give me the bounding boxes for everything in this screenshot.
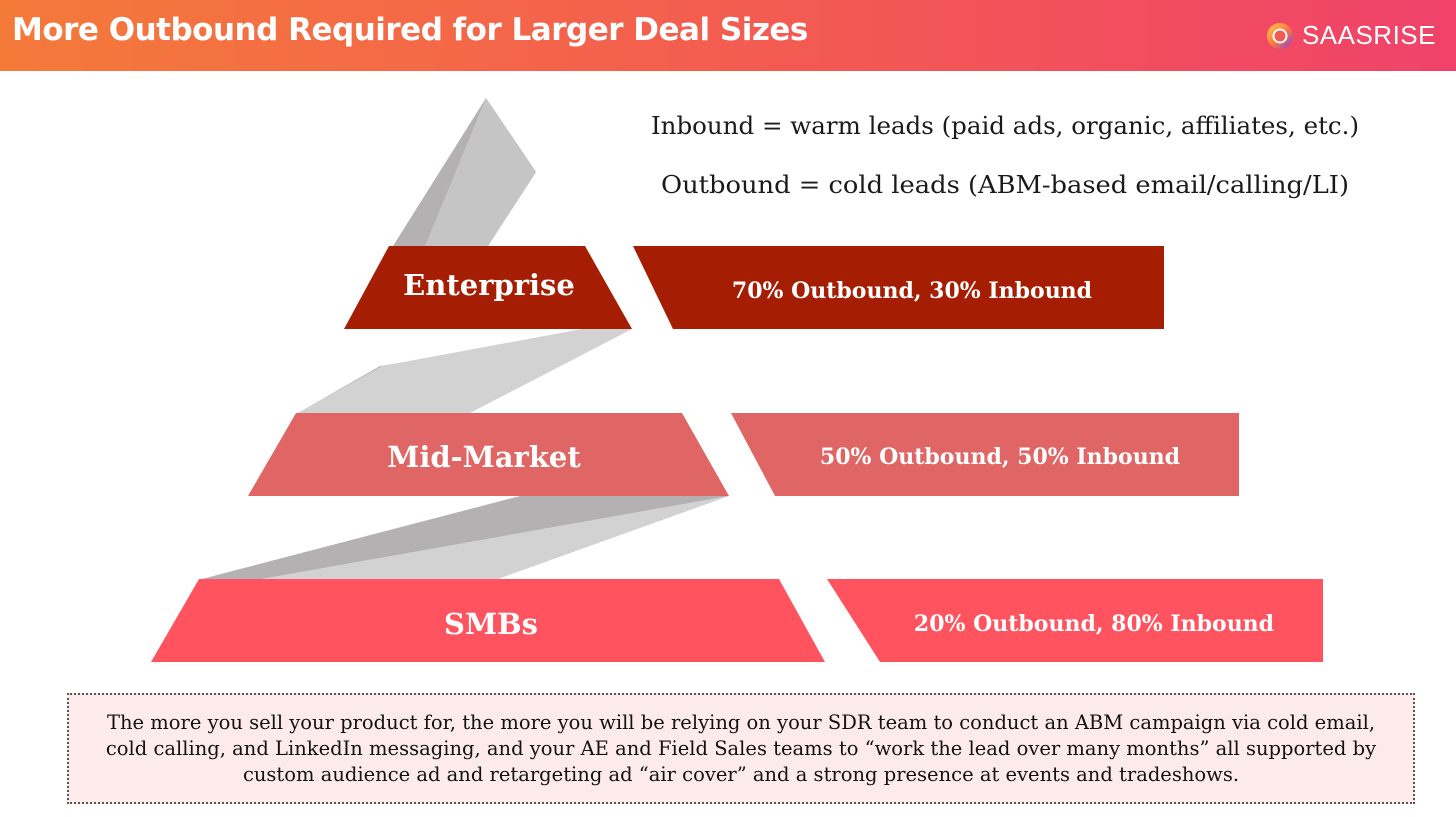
tier-midmarket-label: Mid-Market	[387, 440, 581, 474]
page-title: More Outbound Required for Larger Deal S…	[12, 12, 808, 48]
tier-enterprise-band	[344, 246, 632, 329]
ribbon-low-dark	[202, 496, 729, 579]
brand-name: SAASRISE	[1301, 20, 1436, 50]
tier-smb-mix-band	[827, 579, 1323, 662]
saasrise-logo-icon	[1266, 22, 1293, 49]
tier-midmarket-mix: 50% Outbound, 50% Inbound	[820, 444, 1180, 470]
inbound-definition: Inbound = warm leads (paid ads, organic,…	[651, 112, 1359, 140]
ribbon-mid-light	[298, 329, 632, 413]
tier-midmarket-mix-band	[731, 413, 1239, 496]
tier-smb-label: SMBs	[444, 607, 538, 641]
outbound-definition: Outbound = cold leads (ABM-based email/c…	[661, 171, 1349, 199]
ribbon-top-right	[425, 98, 536, 246]
tier-smb-band	[151, 579, 825, 662]
deal-size-diagram: Enterprise 70% Outbound, 30% Inbound Mid…	[151, 98, 1359, 662]
tier-enterprise-label: Enterprise	[403, 268, 575, 302]
tier-enterprise-mix: 70% Outbound, 30% Inbound	[732, 278, 1092, 304]
summary-text: The more you sell your product for, the …	[105, 710, 1377, 786]
header-bar: More Outbound Required for Larger Deal S…	[0, 0, 1456, 71]
tier-midmarket-band	[248, 413, 729, 496]
tier-enterprise-mix-band	[633, 246, 1164, 329]
ribbon-low-light	[262, 496, 729, 579]
brand: SAASRISE	[1266, 20, 1436, 51]
summary-callout: The more you sell your product for, the …	[67, 693, 1415, 804]
tier-smb-mix: 20% Outbound, 80% Inbound	[914, 611, 1274, 637]
